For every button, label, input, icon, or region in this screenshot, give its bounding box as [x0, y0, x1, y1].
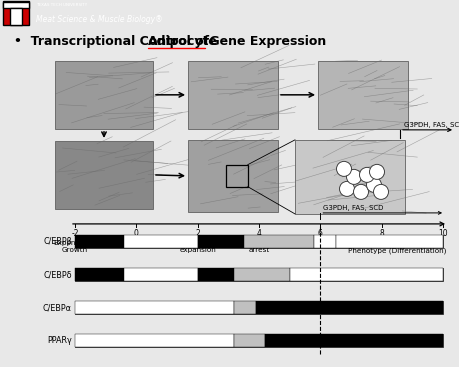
FancyBboxPatch shape [289, 268, 442, 281]
Text: Meat Science & Muscle Biology®: Meat Science & Muscle Biology® [36, 15, 162, 24]
Text: 4: 4 [256, 229, 261, 238]
FancyBboxPatch shape [234, 334, 264, 347]
FancyBboxPatch shape [124, 268, 197, 281]
FancyBboxPatch shape [3, 1, 29, 7]
FancyBboxPatch shape [255, 301, 442, 314]
Text: 6: 6 [317, 229, 322, 238]
FancyBboxPatch shape [10, 7, 22, 25]
Text: G3PDH, FAS, SCD: G3PDH, FAS, SCD [403, 122, 459, 128]
FancyBboxPatch shape [75, 301, 442, 314]
FancyBboxPatch shape [335, 235, 442, 248]
FancyBboxPatch shape [243, 235, 313, 248]
Text: Clonal
expansion: Clonal expansion [179, 240, 216, 253]
FancyBboxPatch shape [75, 235, 442, 248]
Text: Exponential
Growth: Exponential Growth [54, 240, 96, 253]
Text: Gene Expression: Gene Expression [205, 35, 325, 48]
Text: Growth
arrest: Growth arrest [246, 240, 271, 253]
Text: -2: -2 [71, 229, 78, 238]
Text: Adipocyte: Adipocyte [148, 35, 218, 48]
Text: C/EBPβ: C/EBPβ [43, 237, 72, 246]
Circle shape [346, 170, 361, 184]
Text: 0: 0 [134, 229, 139, 238]
FancyBboxPatch shape [197, 268, 234, 281]
FancyBboxPatch shape [55, 141, 153, 209]
Circle shape [336, 161, 351, 177]
Text: G3PDH, FAS, SCD: G3PDH, FAS, SCD [323, 205, 383, 211]
Circle shape [339, 181, 354, 196]
FancyBboxPatch shape [197, 235, 243, 248]
FancyBboxPatch shape [124, 235, 197, 248]
FancyBboxPatch shape [75, 235, 124, 248]
Text: 10: 10 [437, 229, 447, 238]
FancyBboxPatch shape [75, 268, 124, 281]
Circle shape [373, 184, 388, 199]
FancyBboxPatch shape [188, 61, 277, 129]
FancyBboxPatch shape [75, 268, 442, 281]
Text: C/EBPδ: C/EBPδ [43, 270, 72, 279]
Text: C/EBPα: C/EBPα [43, 304, 72, 312]
FancyBboxPatch shape [3, 1, 29, 25]
FancyBboxPatch shape [55, 61, 153, 129]
FancyBboxPatch shape [75, 334, 234, 347]
Circle shape [369, 164, 384, 179]
FancyBboxPatch shape [313, 235, 335, 248]
Text: 2: 2 [195, 229, 200, 238]
FancyBboxPatch shape [234, 301, 255, 314]
FancyBboxPatch shape [75, 301, 234, 314]
FancyBboxPatch shape [294, 140, 404, 214]
FancyBboxPatch shape [234, 268, 289, 281]
Text: PPARγ: PPARγ [47, 337, 72, 345]
FancyBboxPatch shape [317, 61, 407, 129]
Text: Acquire adipocyte
Phenotype (Differentiation): Acquire adipocyte Phenotype (Differentia… [347, 240, 445, 254]
FancyBboxPatch shape [75, 334, 442, 347]
Circle shape [359, 167, 374, 182]
Text: TEXAS TECH UNIVERSITY: TEXAS TECH UNIVERSITY [36, 3, 87, 7]
Text: •  Transcriptional Control of: • Transcriptional Control of [14, 35, 213, 48]
Text: Confluence: Confluence [101, 240, 141, 246]
Circle shape [366, 177, 381, 192]
Text: 8: 8 [379, 229, 383, 238]
Circle shape [353, 184, 368, 199]
FancyBboxPatch shape [188, 140, 277, 212]
FancyBboxPatch shape [264, 334, 442, 347]
